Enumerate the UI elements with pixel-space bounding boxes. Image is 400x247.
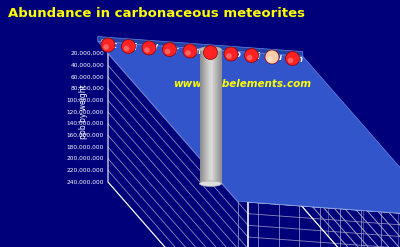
Text: Ti: Ti (130, 43, 138, 52)
Text: Mn: Mn (189, 47, 202, 56)
Circle shape (101, 38, 115, 52)
Circle shape (226, 53, 232, 59)
Text: 20,000,000: 20,000,000 (70, 51, 104, 56)
Bar (204, 49, 205, 184)
Text: 160,000,000: 160,000,000 (67, 133, 104, 138)
Bar (216, 49, 217, 184)
Circle shape (124, 46, 129, 51)
Text: Fe: Fe (211, 49, 221, 58)
Ellipse shape (200, 181, 222, 186)
Text: V: V (151, 44, 157, 53)
Text: 100,000,000: 100,000,000 (67, 98, 104, 103)
Circle shape (244, 48, 258, 62)
Bar (206, 49, 207, 184)
Bar (207, 49, 208, 184)
Bar (210, 49, 212, 184)
Bar (212, 49, 213, 184)
Text: 180,000,000: 180,000,000 (67, 144, 104, 149)
Circle shape (103, 44, 109, 50)
Circle shape (288, 58, 293, 63)
Circle shape (204, 45, 218, 60)
Circle shape (267, 56, 273, 62)
Text: 220,000,000: 220,000,000 (66, 168, 104, 173)
Circle shape (286, 52, 300, 65)
Ellipse shape (200, 47, 222, 52)
Polygon shape (98, 37, 303, 56)
Text: www.webelements.com: www.webelements.com (173, 79, 311, 89)
Text: Abundance in carbonaceous meteorites: Abundance in carbonaceous meteorites (8, 7, 305, 20)
Circle shape (247, 55, 252, 60)
Text: Ni: Ni (252, 52, 261, 61)
Text: Co: Co (231, 50, 242, 59)
Bar (218, 49, 219, 184)
Bar (202, 49, 203, 184)
Circle shape (183, 44, 197, 58)
Polygon shape (98, 41, 400, 216)
Bar (208, 49, 210, 184)
Circle shape (162, 42, 176, 57)
Text: 240,000,000: 240,000,000 (66, 180, 104, 185)
Text: Zn: Zn (292, 55, 303, 64)
Circle shape (122, 40, 136, 54)
Text: 120,000,000: 120,000,000 (67, 109, 104, 115)
Circle shape (142, 41, 156, 55)
Bar (219, 49, 220, 184)
Circle shape (185, 50, 191, 56)
Bar (217, 49, 218, 184)
Bar (205, 49, 206, 184)
Text: 0: 0 (100, 40, 104, 44)
Circle shape (165, 49, 170, 54)
Text: 200,000,000: 200,000,000 (66, 156, 104, 161)
Bar (214, 49, 215, 184)
Text: Cr: Cr (170, 46, 180, 55)
Text: 60,000,000: 60,000,000 (70, 75, 104, 80)
Circle shape (224, 47, 238, 61)
Bar (203, 49, 204, 184)
Text: 40,000,000: 40,000,000 (70, 63, 104, 68)
Text: Sc: Sc (108, 41, 118, 50)
Text: 80,000,000: 80,000,000 (70, 86, 104, 91)
Text: ppb by weight: ppb by weight (78, 85, 88, 139)
Circle shape (144, 47, 150, 53)
Text: 140,000,000: 140,000,000 (67, 121, 104, 126)
Bar (215, 49, 216, 184)
Circle shape (265, 50, 279, 64)
Bar (213, 49, 214, 184)
Bar (220, 49, 222, 184)
Text: Cu: Cu (272, 53, 283, 62)
Bar (200, 49, 202, 184)
